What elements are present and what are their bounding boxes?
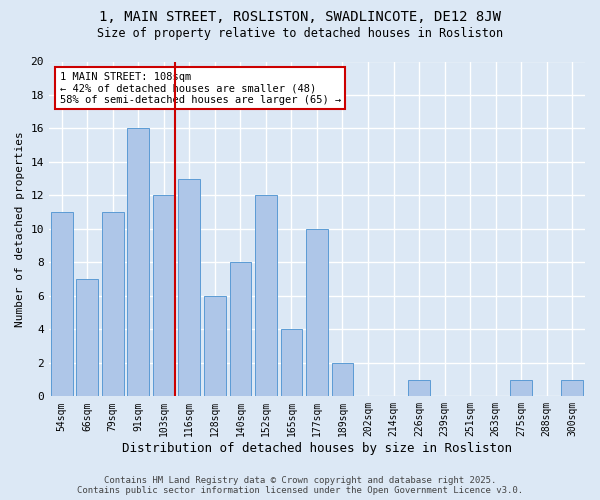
Bar [153, 196, 175, 396]
Bar [102, 212, 124, 396]
X-axis label: Distribution of detached houses by size in Rosliston: Distribution of detached houses by size … [122, 442, 512, 455]
Bar [127, 128, 149, 396]
Text: 1, MAIN STREET, ROSLISTON, SWADLINCOTE, DE12 8JW: 1, MAIN STREET, ROSLISTON, SWADLINCOTE, … [99, 10, 501, 24]
Bar [178, 178, 200, 396]
Bar [511, 380, 532, 396]
Bar [230, 262, 251, 396]
Bar [306, 229, 328, 396]
Y-axis label: Number of detached properties: Number of detached properties [15, 131, 25, 327]
Text: Size of property relative to detached houses in Rosliston: Size of property relative to detached ho… [97, 28, 503, 40]
Bar [408, 380, 430, 396]
Text: 1 MAIN STREET: 108sqm
← 42% of detached houses are smaller (48)
58% of semi-deta: 1 MAIN STREET: 108sqm ← 42% of detached … [59, 72, 341, 104]
Bar [51, 212, 73, 396]
Text: Contains HM Land Registry data © Crown copyright and database right 2025.
Contai: Contains HM Land Registry data © Crown c… [77, 476, 523, 495]
Bar [281, 330, 302, 396]
Bar [332, 363, 353, 396]
Bar [204, 296, 226, 396]
Bar [255, 196, 277, 396]
Bar [562, 380, 583, 396]
Bar [76, 279, 98, 396]
